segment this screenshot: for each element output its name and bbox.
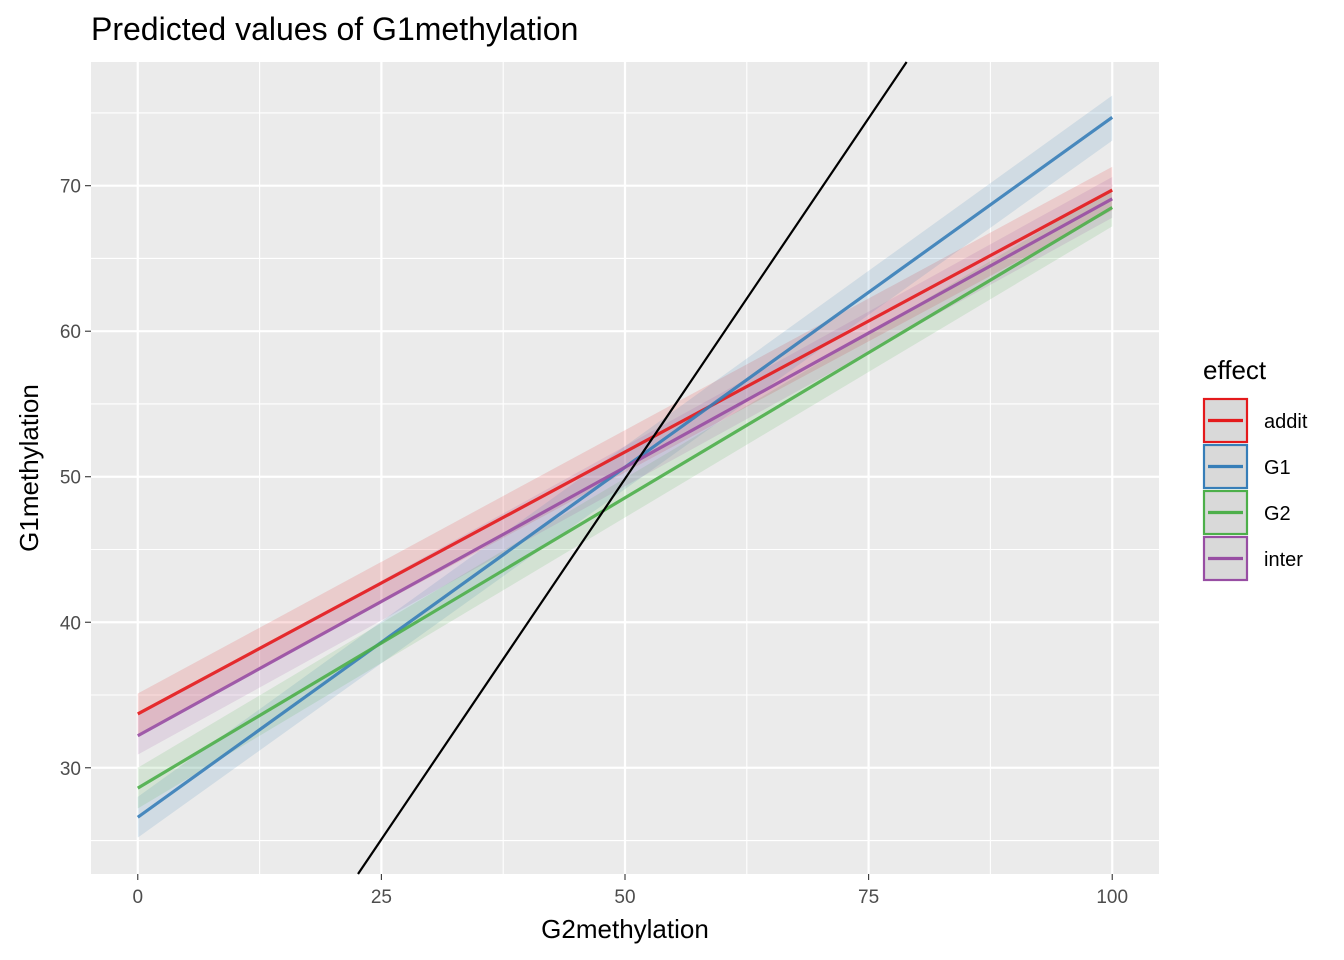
y-tick-label: 50 [60,468,81,489]
series-line-g2 [136,206,1114,790]
y-tick-label: 70 [60,177,81,198]
x-axis-ticks: 0 25 50 75 100 [132,874,1128,908]
series-line-addit [137,188,1113,716]
y-axis-ticks: 30 40 50 60 70 [60,177,91,780]
series-line-inter [137,197,1113,738]
x-tick-label: 0 [132,887,143,908]
grid-layer [91,62,1159,874]
reference-line-layer [357,61,908,875]
y-tick-label: 60 [60,322,81,343]
chart-title: Predicted values of G1methylation [91,11,578,47]
legend-label: G2 [1264,503,1291,525]
x-tick-label: 100 [1096,887,1128,908]
legend-item-inter: inter [1202,535,1303,582]
series-lines [136,115,1114,819]
y-axis-title: G1methylation [14,384,44,552]
legend-item-g1: G1 [1202,443,1291,490]
y-tick-label: 40 [60,613,81,634]
legend-item-g2: G2 [1202,489,1291,536]
reference-line [357,61,908,875]
legend-items: addit G1 G2 inter [1202,397,1308,582]
legend-label: inter [1264,549,1303,571]
y-tick-label: 30 [60,759,81,780]
legend-item-addit: addit [1202,397,1308,444]
x-tick-label: 25 [371,887,392,908]
x-axis-title: G2methylation [541,914,709,944]
legend: effect addit G1 G2 inter [1202,355,1308,582]
legend-title: effect [1203,355,1267,385]
legend-label: addit [1264,411,1308,433]
x-tick-label: 50 [614,887,635,908]
legend-label: G1 [1264,457,1291,479]
x-tick-label: 75 [858,887,879,908]
